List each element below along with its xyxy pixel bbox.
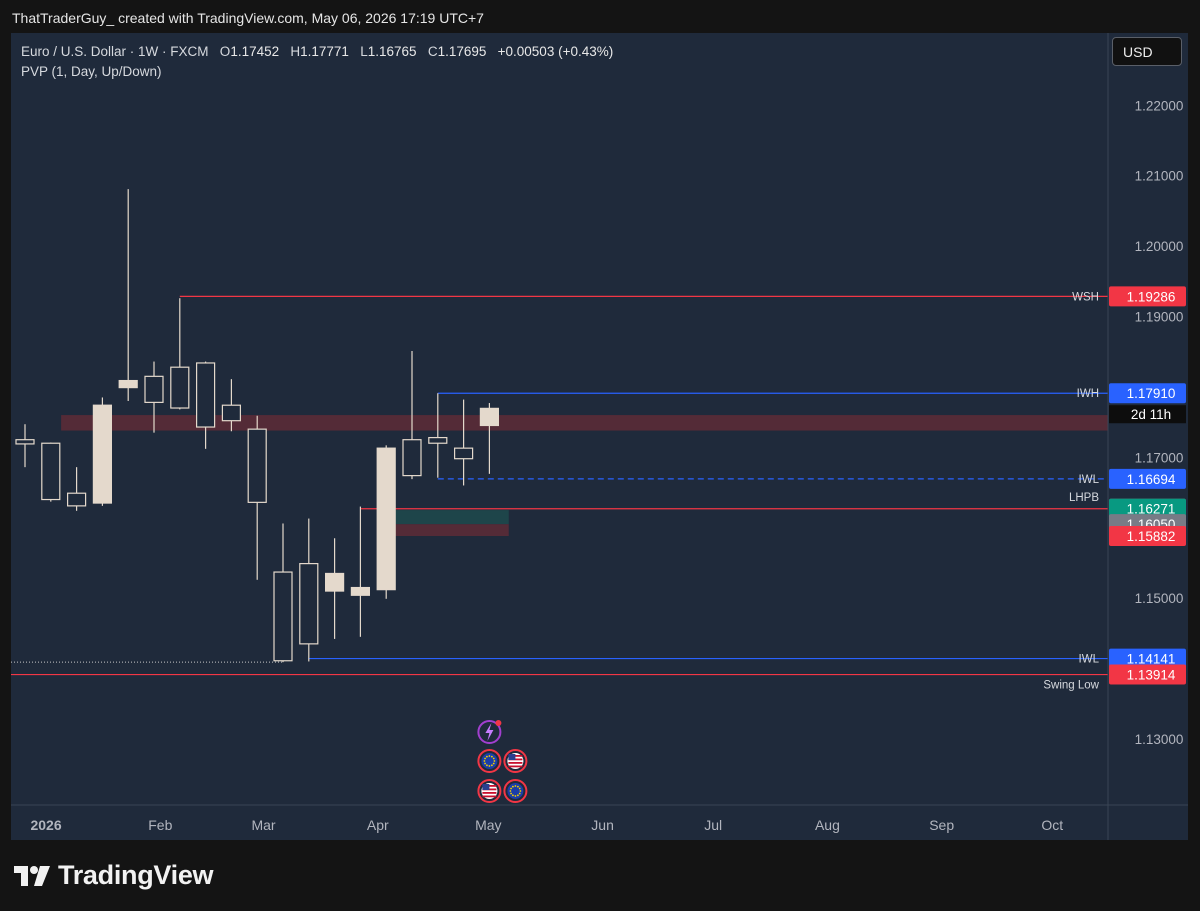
levels-layer: WSH IWH IWL LHPB IWL Swing Low <box>11 291 1108 692</box>
tradingview-logo[interactable]: TradingView <box>14 860 214 891</box>
price-tag <box>1109 286 1186 307</box>
price-tick-label: 1.22000 <box>1135 98 1184 113</box>
candle-body <box>221 404 241 422</box>
brand-name: TradingView <box>58 860 214 890</box>
candle-body <box>196 362 216 428</box>
chart-frame[interactable]: WSH IWH IWL LHPB IWL Swing Low 1.22000 1.21000… <box>11 33 1188 840</box>
price-tag-label: 1.16694 <box>1127 472 1176 487</box>
us-flag-icon <box>503 749 528 773</box>
high-value: 1.17771 <box>300 44 349 59</box>
resistance-zone <box>61 415 1109 431</box>
price-tag-label: 1.16271 <box>1127 502 1176 517</box>
level-label: Swing Low <box>1043 680 1099 692</box>
us-flag-icon <box>477 779 502 803</box>
candle-body <box>454 447 474 460</box>
time-tick-label: Oct <box>1041 817 1063 833</box>
price-tag <box>1109 468 1186 489</box>
price-tag-label: 1.14141 <box>1127 652 1176 667</box>
pvp-up-zone <box>392 510 509 525</box>
candle-body <box>118 379 138 389</box>
close-value: 1.17695 <box>437 44 487 59</box>
candle-body <box>325 572 345 592</box>
price-tag <box>1109 383 1186 404</box>
time-tick-label: 2026 <box>30 817 61 833</box>
price-tick-label: 1.15000 <box>1135 591 1184 606</box>
price-tick-label: 1.13000 <box>1135 732 1184 747</box>
price-tick-label: 1.17000 <box>1135 450 1184 465</box>
change-value: +0.00503 (+0.43%) <box>497 44 614 59</box>
level-label: WSH <box>1072 291 1099 303</box>
symbol-line: Euro / U.S. Dollar · 1W · FXCM O1.17452 … <box>21 42 613 62</box>
indicator-line[interactable]: PVP (1, Day, Up/Down) <box>21 64 162 79</box>
open-value: 1.17452 <box>230 44 280 59</box>
currency-button[interactable]: USD <box>1112 37 1182 66</box>
candle-body <box>247 428 267 503</box>
time-tick-label: Sep <box>929 817 954 833</box>
symbol-title: Euro / U.S. Dollar · 1W · FXCM <box>21 44 209 59</box>
candles-layer <box>15 189 499 663</box>
time-tick-label: Feb <box>148 817 172 833</box>
candle-body <box>144 375 164 403</box>
time-tick-label: May <box>475 817 501 833</box>
attribution-text: ThatTraderGuy_ created with TradingView.… <box>12 10 484 26</box>
low-value: 1.16765 <box>367 44 417 59</box>
pvp-down-zone <box>392 524 509 537</box>
candle-body <box>428 436 448 444</box>
candle-body <box>92 404 113 504</box>
price-axis: 1.22000 1.21000 1.20000 1.19000 1.17000 1.150… <box>11 33 1188 840</box>
level-label: IWH <box>1077 388 1099 400</box>
price-tag-label: 1.13914 <box>1127 668 1176 683</box>
eu-flag-icon <box>477 749 502 773</box>
price-tag <box>1109 648 1186 669</box>
price-tick-label: 1.19000 <box>1135 310 1184 325</box>
candle-body <box>66 492 87 507</box>
candle-body <box>273 571 293 662</box>
price-tag <box>1109 664 1186 685</box>
time-tick-label: Jul <box>704 817 722 833</box>
price-tag-label: 1.15882 <box>1127 529 1176 544</box>
price-tick-label: 1.20000 <box>1135 239 1184 254</box>
countdown-label: 2d 11h <box>1131 407 1171 422</box>
time-tick-label: Jun <box>591 817 614 833</box>
price-tag <box>1109 526 1186 547</box>
candle-body <box>479 407 499 427</box>
candle-body <box>299 563 319 645</box>
candle-body <box>15 439 35 445</box>
time-tick-label: Mar <box>251 817 275 833</box>
chart-legend: Euro / U.S. Dollar · 1W · FXCM O1.17452 … <box>21 42 613 82</box>
price-tag-label: 1.19286 <box>1127 289 1176 304</box>
price-tag-label: 1.17910 <box>1127 386 1176 401</box>
level-label: LHPB <box>1069 492 1099 504</box>
level-label: IWL <box>1079 474 1100 486</box>
low-label: L <box>360 44 368 59</box>
eu-flag-icon <box>503 779 528 803</box>
lightning-icon <box>477 720 502 744</box>
price-tick-label: 1.21000 <box>1135 169 1184 184</box>
countdown-tag <box>1109 405 1186 424</box>
candle-body <box>402 439 422 477</box>
candle-body <box>376 447 396 591</box>
events-layer <box>477 720 528 803</box>
zones-layer <box>61 415 1109 537</box>
close-label: C <box>427 44 438 59</box>
price-chart[interactable]: WSH IWH IWL LHPB IWL Swing Low 1.22000 1.21000… <box>11 33 1188 840</box>
candle-body <box>41 442 61 501</box>
candle-body <box>170 366 190 409</box>
open-label: O <box>219 44 231 59</box>
high-label: H <box>290 44 301 59</box>
time-tick-label: Apr <box>367 817 389 833</box>
level-label: IWL <box>1079 654 1100 666</box>
time-tick-label: Aug <box>815 817 840 833</box>
price-tag <box>1109 498 1186 519</box>
time-axis: 2026 Feb Mar Apr May Jun Jul Aug Sep Oct <box>30 817 1063 833</box>
candle-body <box>350 586 370 596</box>
tradingview-logo-icon <box>14 865 50 886</box>
